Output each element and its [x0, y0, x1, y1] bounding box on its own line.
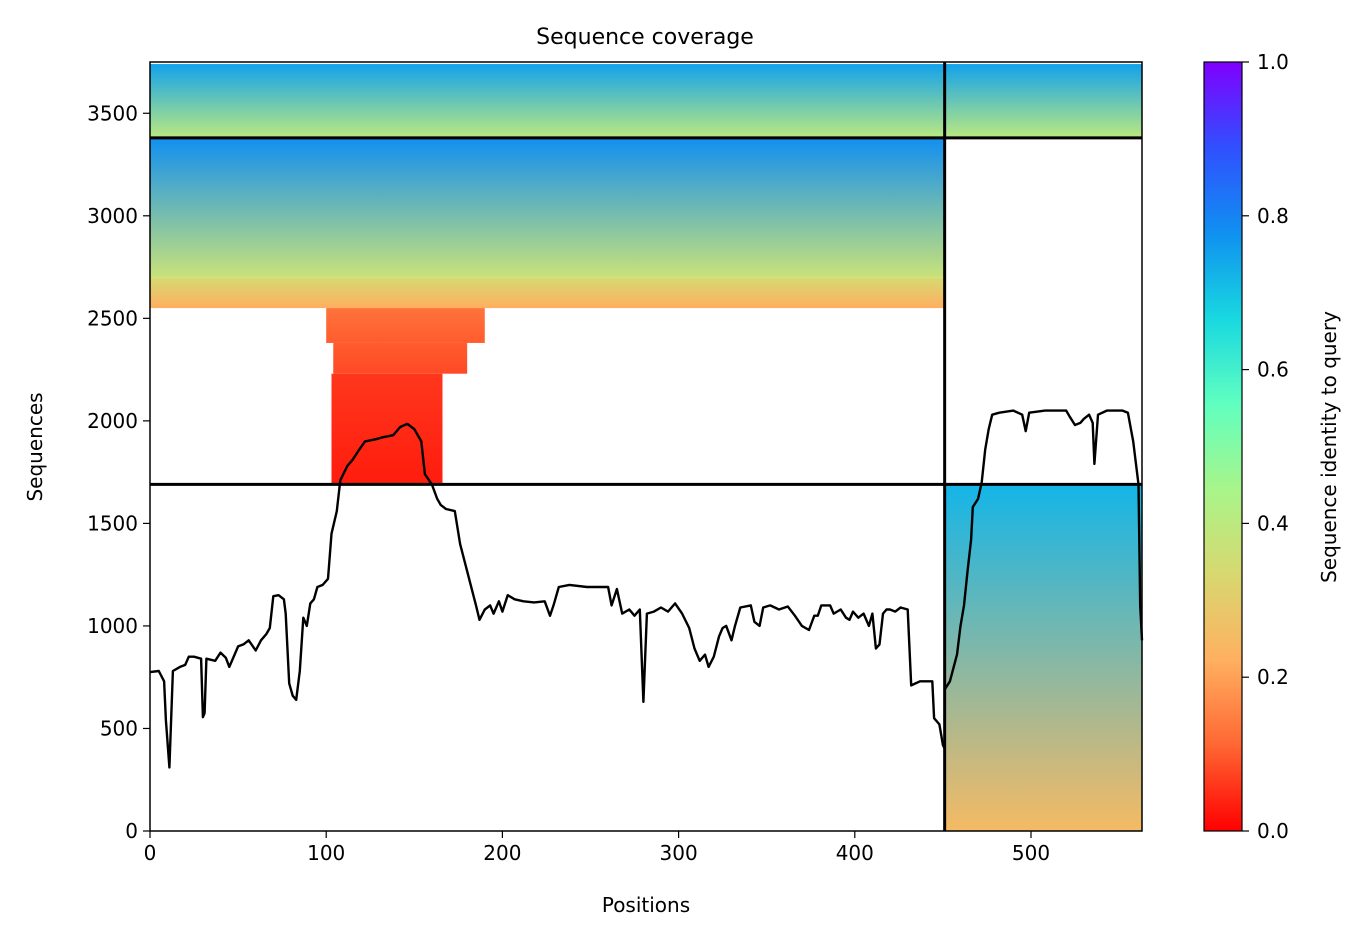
colorbar-tick-label: 1.0	[1257, 50, 1289, 74]
colorbar-tick-label: 0.0	[1257, 819, 1289, 843]
x-axis-label: Positions	[602, 893, 690, 917]
y-tick-label: 2500	[87, 306, 138, 330]
coverage-block	[150, 137, 945, 278]
x-axis: 0 100 200 300 400 500	[144, 831, 1050, 865]
colorbar-tick-label: 0.2	[1257, 665, 1289, 689]
coverage-block	[944, 484, 1142, 831]
chart-title: Sequence coverage	[536, 25, 754, 50]
coverage-line	[149, 409, 1144, 769]
y-axis: 0 500 1000 1500 2000 2500 3000 3500	[87, 101, 150, 843]
colorbar-tick-label: 0.8	[1257, 204, 1289, 228]
y-tick-label: 500	[100, 716, 138, 740]
x-tick-label: 500	[1012, 841, 1050, 865]
x-tick-label: 100	[307, 841, 345, 865]
coverage-block	[150, 64, 945, 138]
coverage-block	[944, 64, 1142, 138]
y-axis-label: Sequences	[23, 392, 47, 501]
colorbar-tick-label: 0.6	[1257, 358, 1289, 382]
y-tick-label: 0	[125, 819, 138, 843]
coverage-block	[326, 308, 485, 343]
x-tick-label: 200	[483, 841, 521, 865]
colorbar-tick-label: 0.4	[1257, 511, 1289, 535]
coverage-block	[333, 342, 468, 374]
colorbar-label: Sequence identity to query	[1317, 311, 1341, 583]
colorbar-axis: 0.0 0.2 0.4 0.6 0.8 1.0	[1242, 50, 1289, 843]
coverage-block	[331, 373, 443, 485]
coverage-block	[150, 277, 945, 309]
y-tick-label: 2000	[87, 409, 138, 433]
colorbar	[1203, 61, 1243, 832]
coverage-blocks	[150, 64, 1142, 831]
x-tick-label: 300	[660, 841, 698, 865]
y-tick-label: 3000	[87, 204, 138, 228]
x-tick-label: 0	[144, 841, 157, 865]
x-tick-label: 400	[836, 841, 874, 865]
plot-frame	[149, 61, 1143, 832]
y-tick-label: 3500	[87, 101, 138, 125]
y-tick-label: 1000	[87, 614, 138, 638]
y-tick-label: 1500	[87, 511, 138, 535]
